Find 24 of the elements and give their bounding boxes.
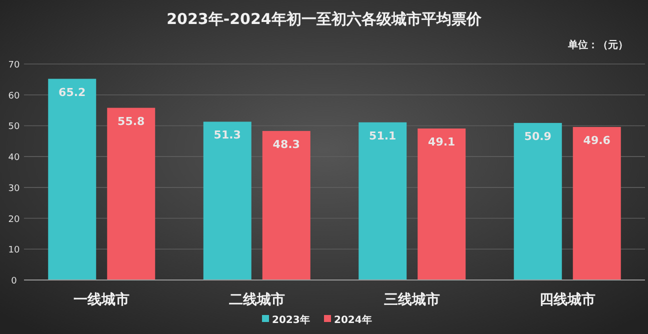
x-tick-label: 三线城市 bbox=[384, 291, 440, 308]
y-tick-label: 60 bbox=[8, 91, 20, 102]
x-tick-label: 一线城市 bbox=[74, 291, 130, 308]
data-label: 55.8 bbox=[118, 114, 145, 128]
chart-title: 2023年-2024年初一至初六各级城市平均票价 bbox=[166, 10, 482, 28]
data-label: 49.6 bbox=[583, 134, 611, 147]
data-label: 50.9 bbox=[524, 130, 552, 143]
data-label: 51.3 bbox=[214, 128, 241, 142]
data-label: 51.1 bbox=[369, 129, 396, 142]
y-tick-label: 70 bbox=[8, 60, 20, 70]
legend-label: 2024年 bbox=[334, 314, 372, 326]
y-tick-label: 10 bbox=[8, 246, 20, 256]
data-label: 49.1 bbox=[428, 135, 456, 148]
data-label: 65.2 bbox=[58, 86, 86, 99]
data-label: 48.3 bbox=[272, 138, 300, 151]
text: 单位：（元） bbox=[567, 39, 628, 51]
x-tick-label: 二线城市 bbox=[228, 291, 285, 308]
y-tick-label: 0 bbox=[11, 276, 18, 286]
legend-label: 2023年 bbox=[272, 314, 310, 326]
y-tick-label: 30 bbox=[8, 184, 20, 194]
x-tick-label: 四线城市 bbox=[539, 291, 596, 308]
y-tick-label: 20 bbox=[8, 214, 20, 225]
y-tick-label: 50 bbox=[8, 122, 20, 132]
y-tick-label: 40 bbox=[8, 153, 20, 164]
